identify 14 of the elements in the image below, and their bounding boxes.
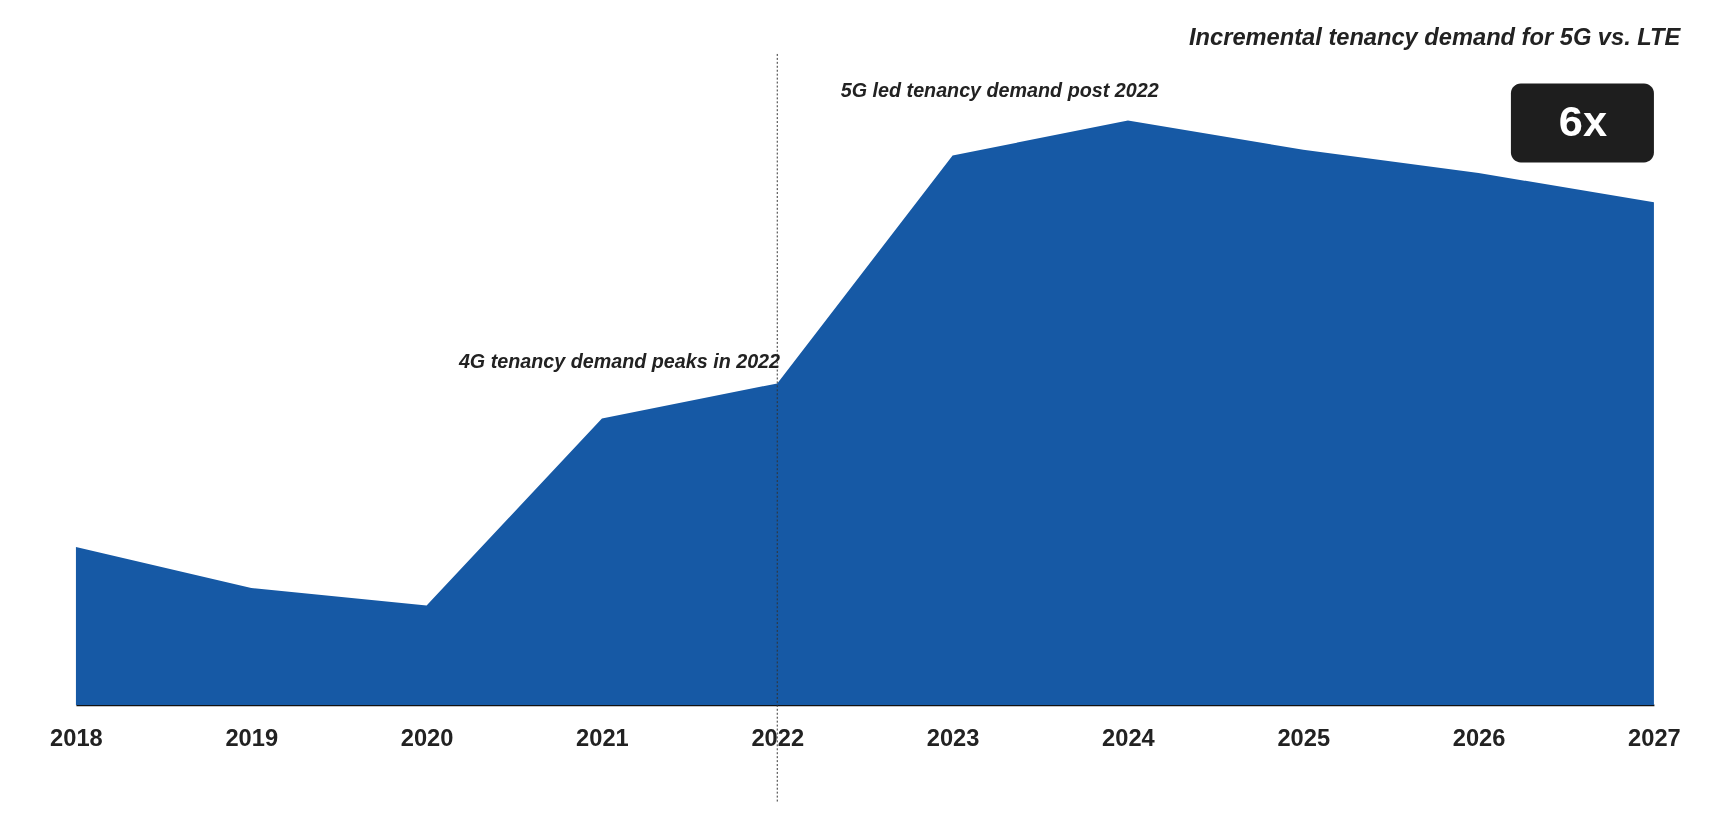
chart-title: Incremental tenancy demand for 5G vs. LTE [1189,23,1682,50]
annotation: 5G led tenancy demand post 2022 [840,78,1159,101]
x-tick-label: 2026 [1452,724,1506,751]
x-tick-label: 2023 [926,724,980,751]
x-tick-label: 2018 [50,724,103,751]
annotation: 4G tenancy demand peaks in 2022 [457,349,781,372]
x-tick-label: 2027 [1628,724,1681,751]
x-tick-label: 2024 [1102,724,1156,751]
x-tick-label: 2019 [225,724,279,751]
x-tick-label: 2021 [576,724,629,751]
x-tick-label: 2025 [1277,724,1331,751]
annotation: 6x [1558,96,1608,145]
x-tick-label: 2022 [751,724,805,751]
x-tick-label: 2020 [400,724,454,751]
